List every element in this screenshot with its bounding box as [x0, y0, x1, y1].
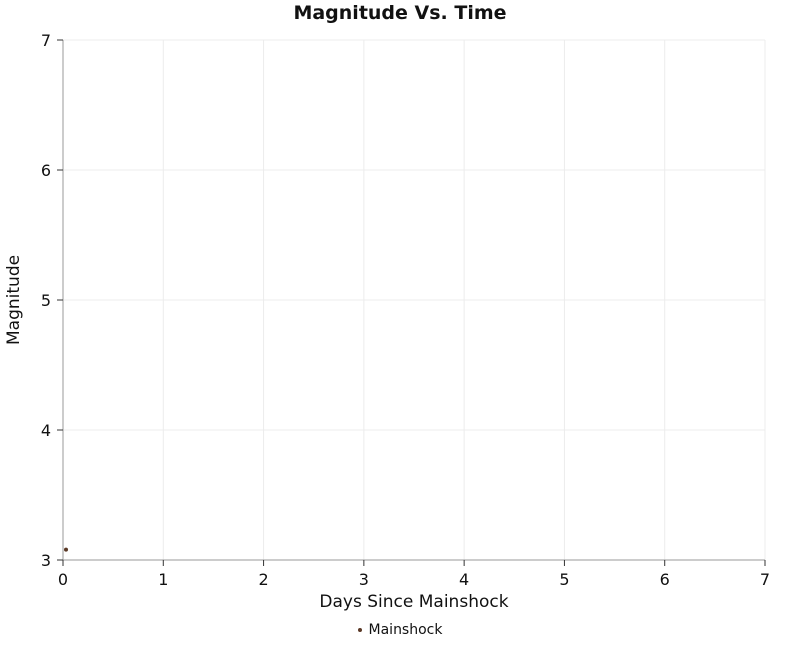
- chart-title: Magnitude Vs. Time: [293, 2, 507, 24]
- y-tick-label: 7: [41, 31, 51, 50]
- legend: Mainshock: [0, 622, 800, 638]
- y-axis-label: Magnitude: [4, 254, 24, 346]
- legend-marker-icon: [357, 628, 362, 632]
- x-tick-label: 4: [459, 570, 469, 589]
- y-tick-label: 3: [41, 551, 51, 570]
- x-tick-label: 7: [760, 570, 770, 589]
- x-axis-label: Days Since Mainshock: [319, 592, 509, 612]
- x-tick-label: 3: [359, 570, 369, 589]
- x-tick-label: 2: [258, 570, 268, 589]
- y-tick-label: 6: [41, 161, 51, 180]
- data-point: [64, 547, 69, 552]
- legend-label: Mainshock: [368, 622, 443, 638]
- x-tick-label: 6: [660, 570, 670, 589]
- y-tick-label: 5: [41, 291, 51, 310]
- x-tick-label: 5: [559, 570, 569, 589]
- x-tick-label: 0: [58, 570, 68, 589]
- x-tick-label: 1: [158, 570, 168, 589]
- y-tick-label: 4: [41, 421, 51, 440]
